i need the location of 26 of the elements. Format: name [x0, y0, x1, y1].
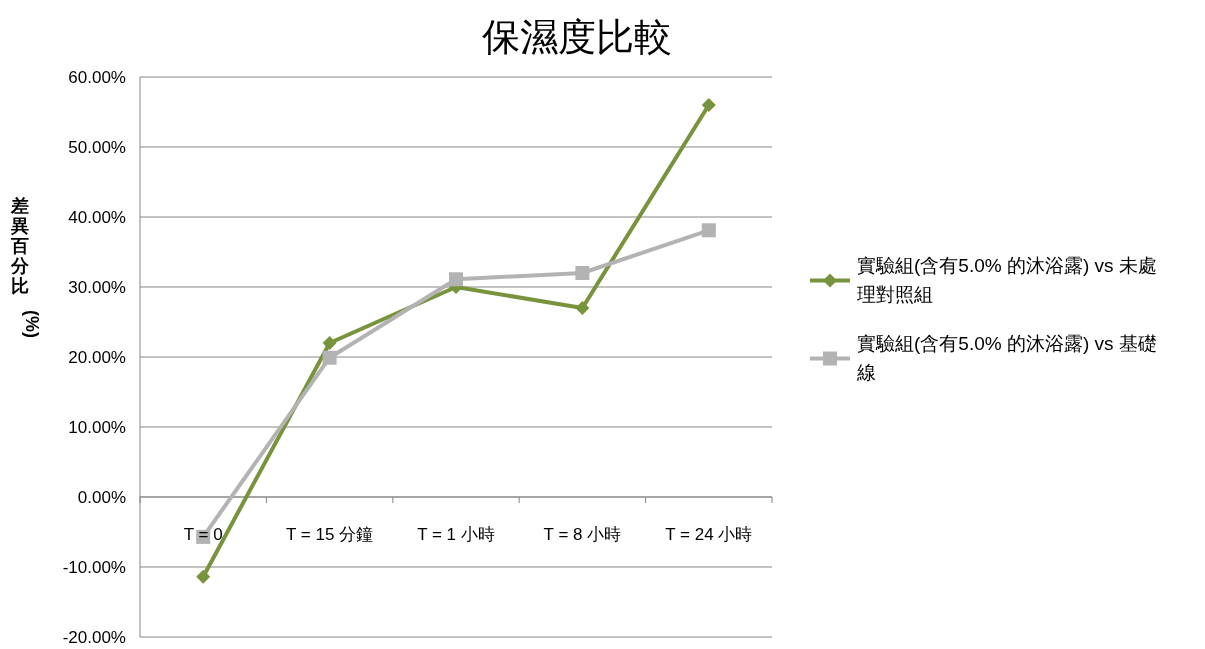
y-tick-label: -10.00% — [62, 558, 126, 577]
point — [322, 336, 337, 350]
y-tick-label: 40.00% — [68, 208, 126, 227]
point — [322, 350, 337, 365]
x-tick-label: T = 0 — [183, 525, 223, 544]
x-tick-label: T = 1 小時 — [417, 525, 495, 544]
point — [575, 301, 590, 315]
y-tick-label: 10.00% — [68, 418, 126, 437]
x-tick-label: T = 15 分鐘 — [286, 525, 374, 544]
x-tick-label: T = 24 小時 — [665, 525, 753, 544]
y-tick-label: 0.00% — [77, 488, 126, 507]
point — [449, 272, 463, 287]
legend-label: 實驗組(含有5.0% 的沐浴露) vs 基礎線 — [856, 333, 1157, 383]
point — [701, 223, 716, 238]
y-tick-label: 60.00% — [68, 68, 126, 87]
y-tick-label: -20.00% — [62, 628, 126, 647]
y-axis-title: 差異百分比 (%) — [10, 196, 42, 338]
y-tick-label: 20.00% — [68, 348, 126, 367]
x-tick-label: T = 8 小時 — [543, 525, 622, 544]
point — [575, 266, 590, 280]
chart-title: 保濕度比較 — [482, 16, 672, 58]
legend-label: 實驗組(含有5.0% 的沐浴露) vs 未處理對照組 — [857, 255, 1157, 305]
y-tick-label: 50.00% — [68, 138, 126, 157]
point — [196, 569, 211, 584]
point — [701, 98, 716, 112]
y-tick-label: 30.00% — [68, 278, 126, 297]
